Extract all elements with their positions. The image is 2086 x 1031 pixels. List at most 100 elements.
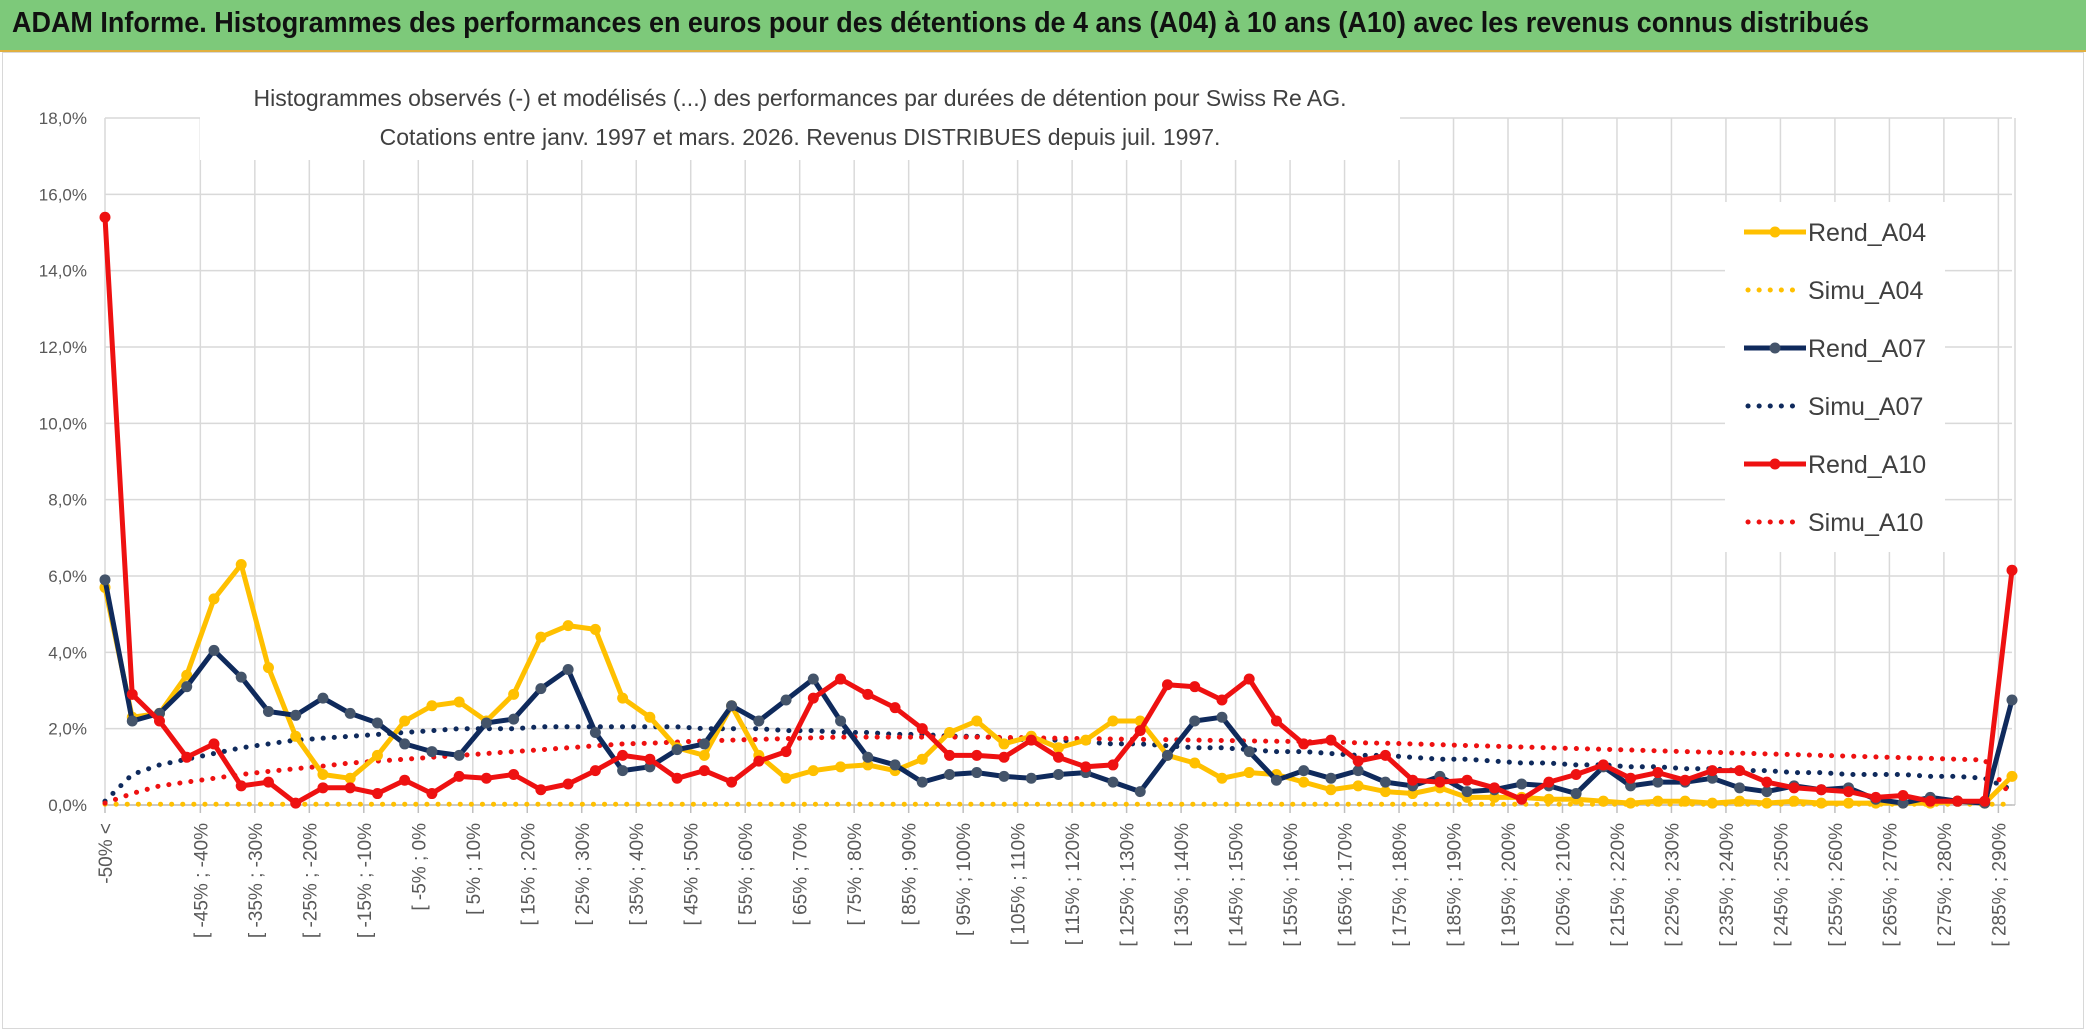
data-point-rend-a04 [1216,772,1228,784]
data-point-rend-a07 [589,726,601,738]
data-point-rend-a04 [1679,795,1691,807]
data-point-rend-a10 [1761,776,1773,788]
data-point-rend-a10 [1379,749,1391,761]
data-point-rend-a04 [2006,770,2018,782]
y-tick-label: 12,0% [39,338,87,357]
data-point-rend-a07 [371,717,383,729]
data-point-rend-a04 [344,772,356,784]
data-point-rend-a10 [617,749,629,761]
data-point-rend-a04 [998,738,1010,750]
data-point-rend-a10 [1270,715,1282,727]
x-tick-label: [ 35% ; 40% [627,823,648,926]
x-tick-label: [ 205% ; 210% [1553,823,1574,947]
y-tick-label: 16,0% [39,185,87,204]
data-point-rend-a10 [99,211,111,223]
data-point-rend-a04 [317,768,329,780]
data-point-rend-a07 [998,770,1010,782]
data-point-rend-a07 [480,717,492,729]
data-point-rend-a10 [753,755,765,767]
x-tick-label: [ 135% ; 140% [1172,823,1193,947]
data-point-rend-a10 [1216,694,1228,706]
data-point-rend-a10 [1461,774,1473,786]
x-tick-label: [ 95% ; 100% [954,823,975,936]
data-point-rend-a04 [1407,788,1419,800]
data-point-rend-a07 [1134,786,1146,798]
data-point-rend-a10 [1488,782,1500,794]
data-point-rend-a04 [290,730,302,742]
data-point-rend-a10 [208,738,220,750]
data-point-rend-a10 [1189,681,1201,693]
data-point-rend-a07 [1243,746,1255,758]
data-point-rend-a10 [1924,795,1936,807]
x-tick-label: [ 215% ; 220% [1608,823,1629,947]
x-tick-label: [ 275% ; 280% [1935,823,1956,947]
data-point-rend-a10 [426,788,438,800]
data-point-rend-a07 [1325,772,1337,784]
data-point-rend-a07 [889,759,901,771]
data-point-rend-a04 [1625,797,1637,809]
data-point-rend-a04 [1298,776,1310,788]
data-point-rend-a07 [1189,715,1201,727]
y-tick-label: 4,0% [48,643,87,662]
data-point-rend-a04 [1107,715,1119,727]
legend-label-simu-a07: Simu_A07 [1808,393,1923,421]
data-point-rend-a04 [181,669,193,681]
data-point-rend-a04 [780,772,792,784]
data-point-rend-a07 [698,738,710,750]
data-point-rend-a07 [453,749,465,761]
legend-marker-rend-a10 [1769,458,1781,470]
data-point-rend-a04 [399,715,411,727]
series-lines [99,211,2018,809]
data-point-rend-a04 [1189,757,1201,769]
data-point-rend-a10 [1897,789,1909,801]
data-point-rend-a07 [726,700,738,712]
data-point-rend-a10 [1952,795,1964,807]
data-point-rend-a07 [944,768,956,780]
data-point-rend-a07 [535,683,547,695]
data-point-rend-a10 [399,774,411,786]
x-tick-label: [ 185% ; 190% [1445,823,1466,947]
data-point-rend-a07 [426,746,438,758]
x-tick-label: [ -25% ; -20% [300,823,321,938]
data-point-rend-a04 [1652,795,1664,807]
series-line-simu-a10 [102,734,2015,806]
x-tick-label: [ 145% ; 150% [1227,823,1248,947]
data-point-rend-a10 [1053,751,1064,763]
x-tick-label: [ 5% ; 10% [464,823,485,915]
data-point-rend-a10 [589,765,601,777]
legend-box [1725,202,1945,552]
data-point-rend-a07 [1216,711,1228,723]
data-point-rend-a07 [1897,797,1909,809]
legend-label-rend-a10: Rend_A10 [1808,451,1926,479]
data-point-rend-a04 [1734,795,1746,807]
y-tick-label: 6,0% [48,567,87,586]
data-point-rend-a07 [1298,765,1310,777]
data-point-rend-a07 [1761,786,1773,798]
data-point-rend-a04 [562,620,574,632]
data-point-rend-a04 [589,623,601,635]
data-point-rend-a07 [1706,772,1718,784]
data-point-rend-a10 [1706,765,1718,777]
data-point-rend-a10 [1407,774,1419,786]
y-tick-label: 10,0% [39,414,87,433]
x-tick-label: [ 165% ; 170% [1336,823,1357,947]
y-axis-ticks: 0,0% 2,0% 4,0% 6,0% 8,0% 10,0% 12,0% 14,0% 16,0%… [39,109,87,815]
page-title: ADAM Informe. Histogrammes des performan… [12,7,1870,39]
y-tick-label: 2,0% [48,720,87,739]
x-tick-label: [ 235% ; 240% [1717,823,1738,947]
data-point-rend-a10 [944,749,956,761]
legend-label-simu-a04: Simu_A04 [1808,277,1923,305]
x-tick-label: [ -5% ; 0% [409,823,430,911]
legend-label-simu-a10: Simu_A10 [1808,509,1923,537]
x-tick-label: [ 195% ; 200% [1499,823,1520,947]
data-point-rend-a10 [644,753,656,765]
data-point-rend-a07 [290,709,302,721]
data-point-rend-a07 [1734,782,1746,794]
data-point-rend-a04 [698,749,710,761]
data-point-rend-a10 [1080,761,1092,773]
data-point-rend-a04 [644,711,656,723]
data-point-rend-a10 [1843,786,1855,798]
legend-label-rend-a04: Rend_A04 [1808,219,1926,247]
data-point-rend-a10 [290,797,302,809]
chart-title-group: Histogrammes observés (-) et modélisés (… [200,76,1400,160]
